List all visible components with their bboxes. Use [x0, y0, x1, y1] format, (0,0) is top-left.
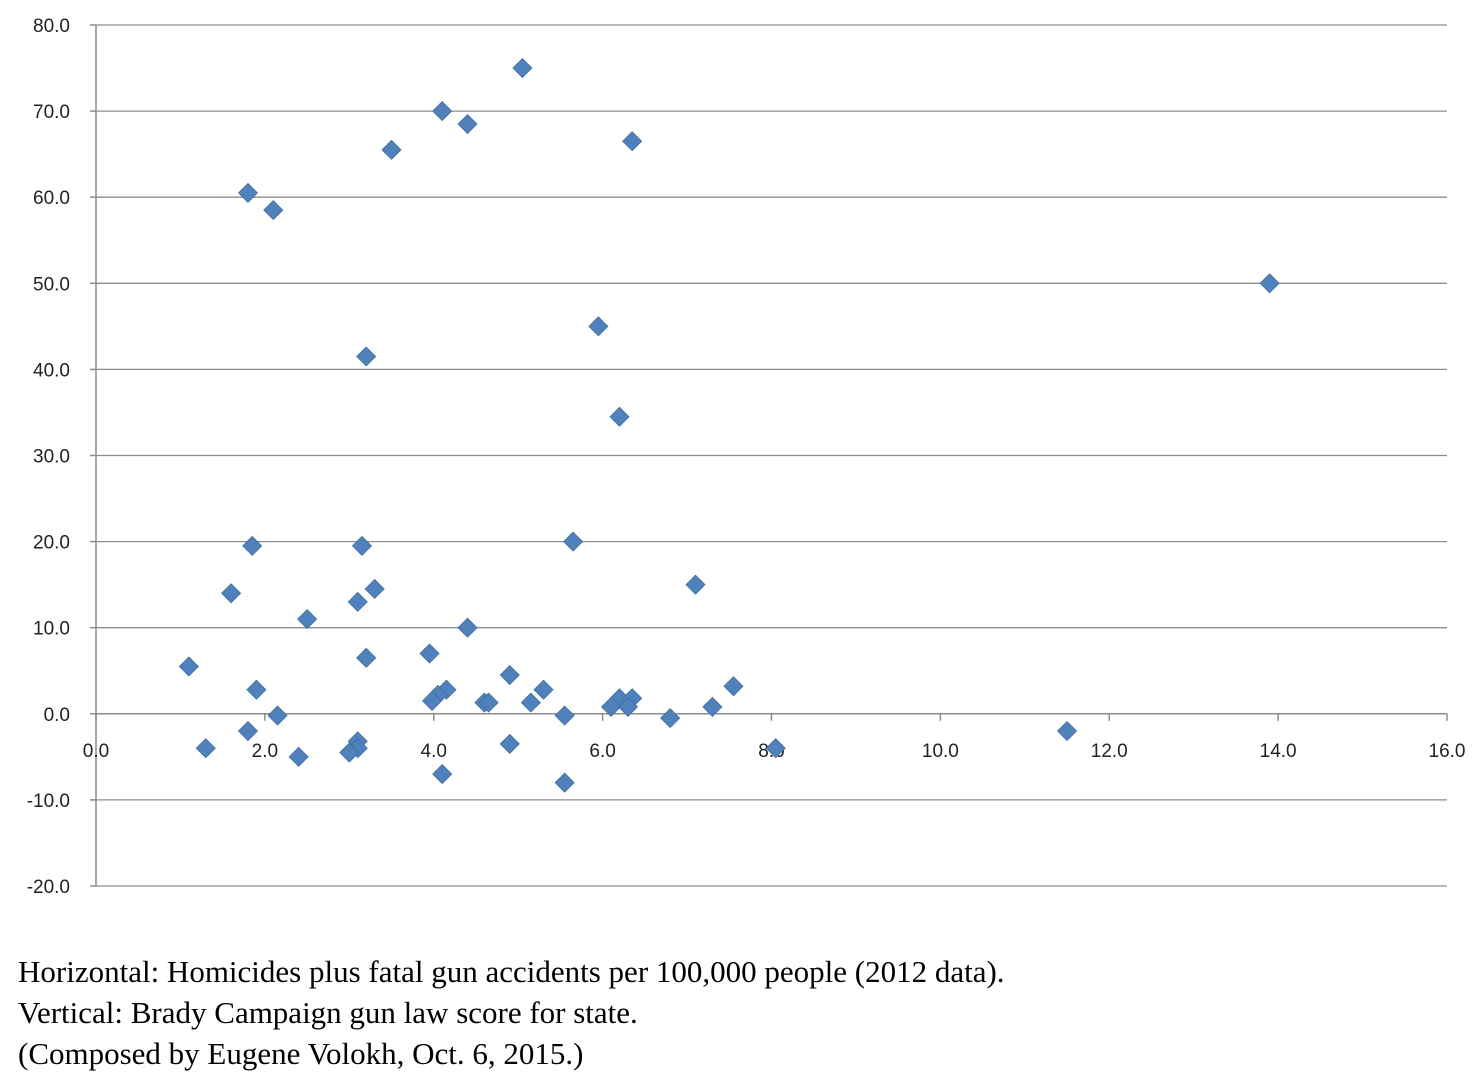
data-points	[178, 57, 1280, 793]
caption-attribution: (Composed by Eugene Volokh, Oct. 6, 2015…	[18, 1036, 584, 1071]
data-point	[237, 182, 259, 203]
data-point	[178, 656, 199, 677]
data-point	[246, 679, 267, 700]
x-tick-label: 6.0	[589, 741, 615, 762]
data-point	[499, 733, 520, 755]
data-point	[512, 57, 533, 79]
x-tick-label: 10.0	[922, 741, 959, 762]
data-point	[588, 316, 609, 337]
y-axis-tick-labels: 80.0 70.0 60.0 50.0 40.0 30.0 20.0 10.0 0.0 -10.0…	[27, 16, 70, 898]
y-tick-label: 10.0	[33, 619, 70, 640]
x-tick-label: 4.0	[421, 741, 447, 762]
x-tick-label: 0.0	[83, 741, 109, 762]
data-point	[723, 676, 744, 697]
data-point	[347, 591, 368, 612]
data-point	[520, 692, 541, 713]
data-point	[765, 738, 786, 759]
y-tick-label: 0.0	[44, 705, 70, 726]
data-point	[702, 696, 723, 717]
data-point	[242, 535, 263, 556]
y-tick-label: 40.0	[33, 360, 70, 381]
data-point	[339, 742, 360, 763]
data-point	[478, 692, 499, 713]
y-tick-label: 70.0	[33, 102, 70, 123]
x-axis-tick-labels: 0.02.04.06.08.010.012.014.016.0	[83, 741, 1466, 762]
data-point	[432, 764, 453, 785]
caption-horizontal-axis-note: Horizontal: Homicides plus fatal gun acc…	[18, 954, 1005, 989]
y-tick-label: 60.0	[33, 188, 70, 209]
caption-vertical-axis-note: Vertical: Brady Campaign gun law score f…	[18, 995, 638, 1030]
data-point	[601, 696, 622, 717]
data-point	[617, 696, 639, 717]
data-point	[1056, 720, 1078, 742]
data-point	[457, 617, 478, 638]
data-point	[533, 679, 554, 700]
data-point	[457, 113, 478, 135]
data-point	[622, 131, 643, 152]
data-point	[609, 406, 630, 427]
data-point	[263, 200, 284, 221]
data-point	[554, 705, 575, 726]
y-tick-label: -20.0	[27, 877, 70, 898]
x-tick-label: 16.0	[1429, 741, 1466, 762]
data-point	[499, 664, 520, 686]
axes	[90, 24, 1448, 887]
chart-caption: Horizontal: Homicides plus fatal gun acc…	[18, 951, 1005, 1074]
data-point	[1259, 273, 1280, 294]
data-point	[432, 101, 453, 122]
x-tick-label: 12.0	[1091, 741, 1128, 762]
data-point	[356, 346, 377, 367]
data-point	[267, 705, 288, 726]
data-point	[356, 647, 377, 668]
data-point	[563, 531, 584, 552]
scatter-chart: 80.0 70.0 60.0 50.0 40.0 30.0 20.0 10.0 0.0 -10.0…	[27, 16, 1466, 898]
data-point	[364, 578, 385, 600]
y-tick-label: 30.0	[33, 447, 70, 468]
data-point	[685, 574, 706, 595]
x-tick-label: 2.0	[252, 741, 278, 762]
data-point	[351, 535, 373, 556]
data-point	[297, 609, 318, 630]
data-point	[554, 772, 575, 793]
data-point	[237, 720, 259, 742]
data-point	[288, 746, 309, 767]
data-point	[660, 708, 681, 729]
y-tick-label: 80.0	[33, 16, 70, 37]
y-tick-label: -10.0	[27, 791, 70, 812]
y-tick-label: 50.0	[33, 274, 70, 295]
data-point	[419, 643, 440, 664]
data-point	[421, 690, 443, 711]
x-tick-label: 14.0	[1260, 741, 1297, 762]
data-point	[221, 583, 242, 604]
data-point	[381, 139, 402, 160]
data-point	[195, 738, 216, 759]
y-tick-label: 20.0	[33, 533, 70, 554]
